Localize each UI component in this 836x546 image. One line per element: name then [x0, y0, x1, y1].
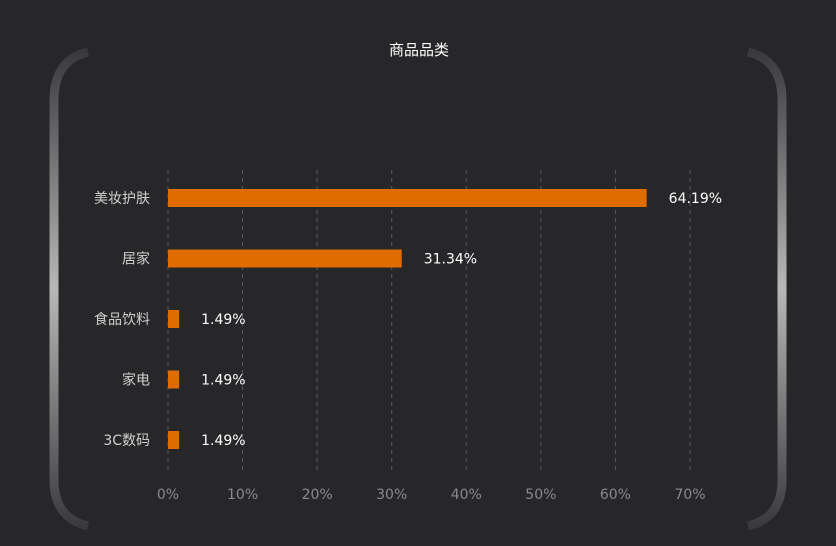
y-tick-label: 美妆护肤 — [94, 191, 150, 207]
x-tick-label: 60% — [600, 487, 631, 503]
y-tick-label: 3C数码 — [103, 433, 150, 449]
bar — [168, 249, 402, 268]
frame-right-bracket — [746, 47, 787, 531]
data-label: 31.34% — [424, 252, 477, 268]
bar — [168, 189, 647, 207]
y-tick-label: 居家 — [122, 251, 150, 268]
bar — [168, 431, 180, 449]
chart-title: 商品品类 — [389, 41, 450, 59]
data-label: 1.49% — [201, 433, 245, 449]
bar — [168, 370, 180, 389]
x-tick-label: 70% — [674, 487, 705, 503]
y-tick-label: 食品饮料 — [94, 311, 150, 328]
x-tick-label: 20% — [302, 487, 333, 503]
data-label: 1.49% — [201, 312, 245, 328]
data-label: 64.19% — [669, 191, 722, 207]
x-tick-label: 40% — [451, 487, 482, 503]
x-tick-label: 30% — [376, 487, 407, 503]
x-tick-label: 50% — [525, 487, 556, 503]
bar — [168, 310, 180, 328]
data-label: 1.49% — [201, 373, 245, 389]
y-tick-label: 家电 — [122, 372, 150, 389]
frame-left-bracket — [49, 47, 90, 531]
x-tick-label: 10% — [227, 487, 258, 503]
x-tick-label: 0% — [157, 487, 179, 503]
